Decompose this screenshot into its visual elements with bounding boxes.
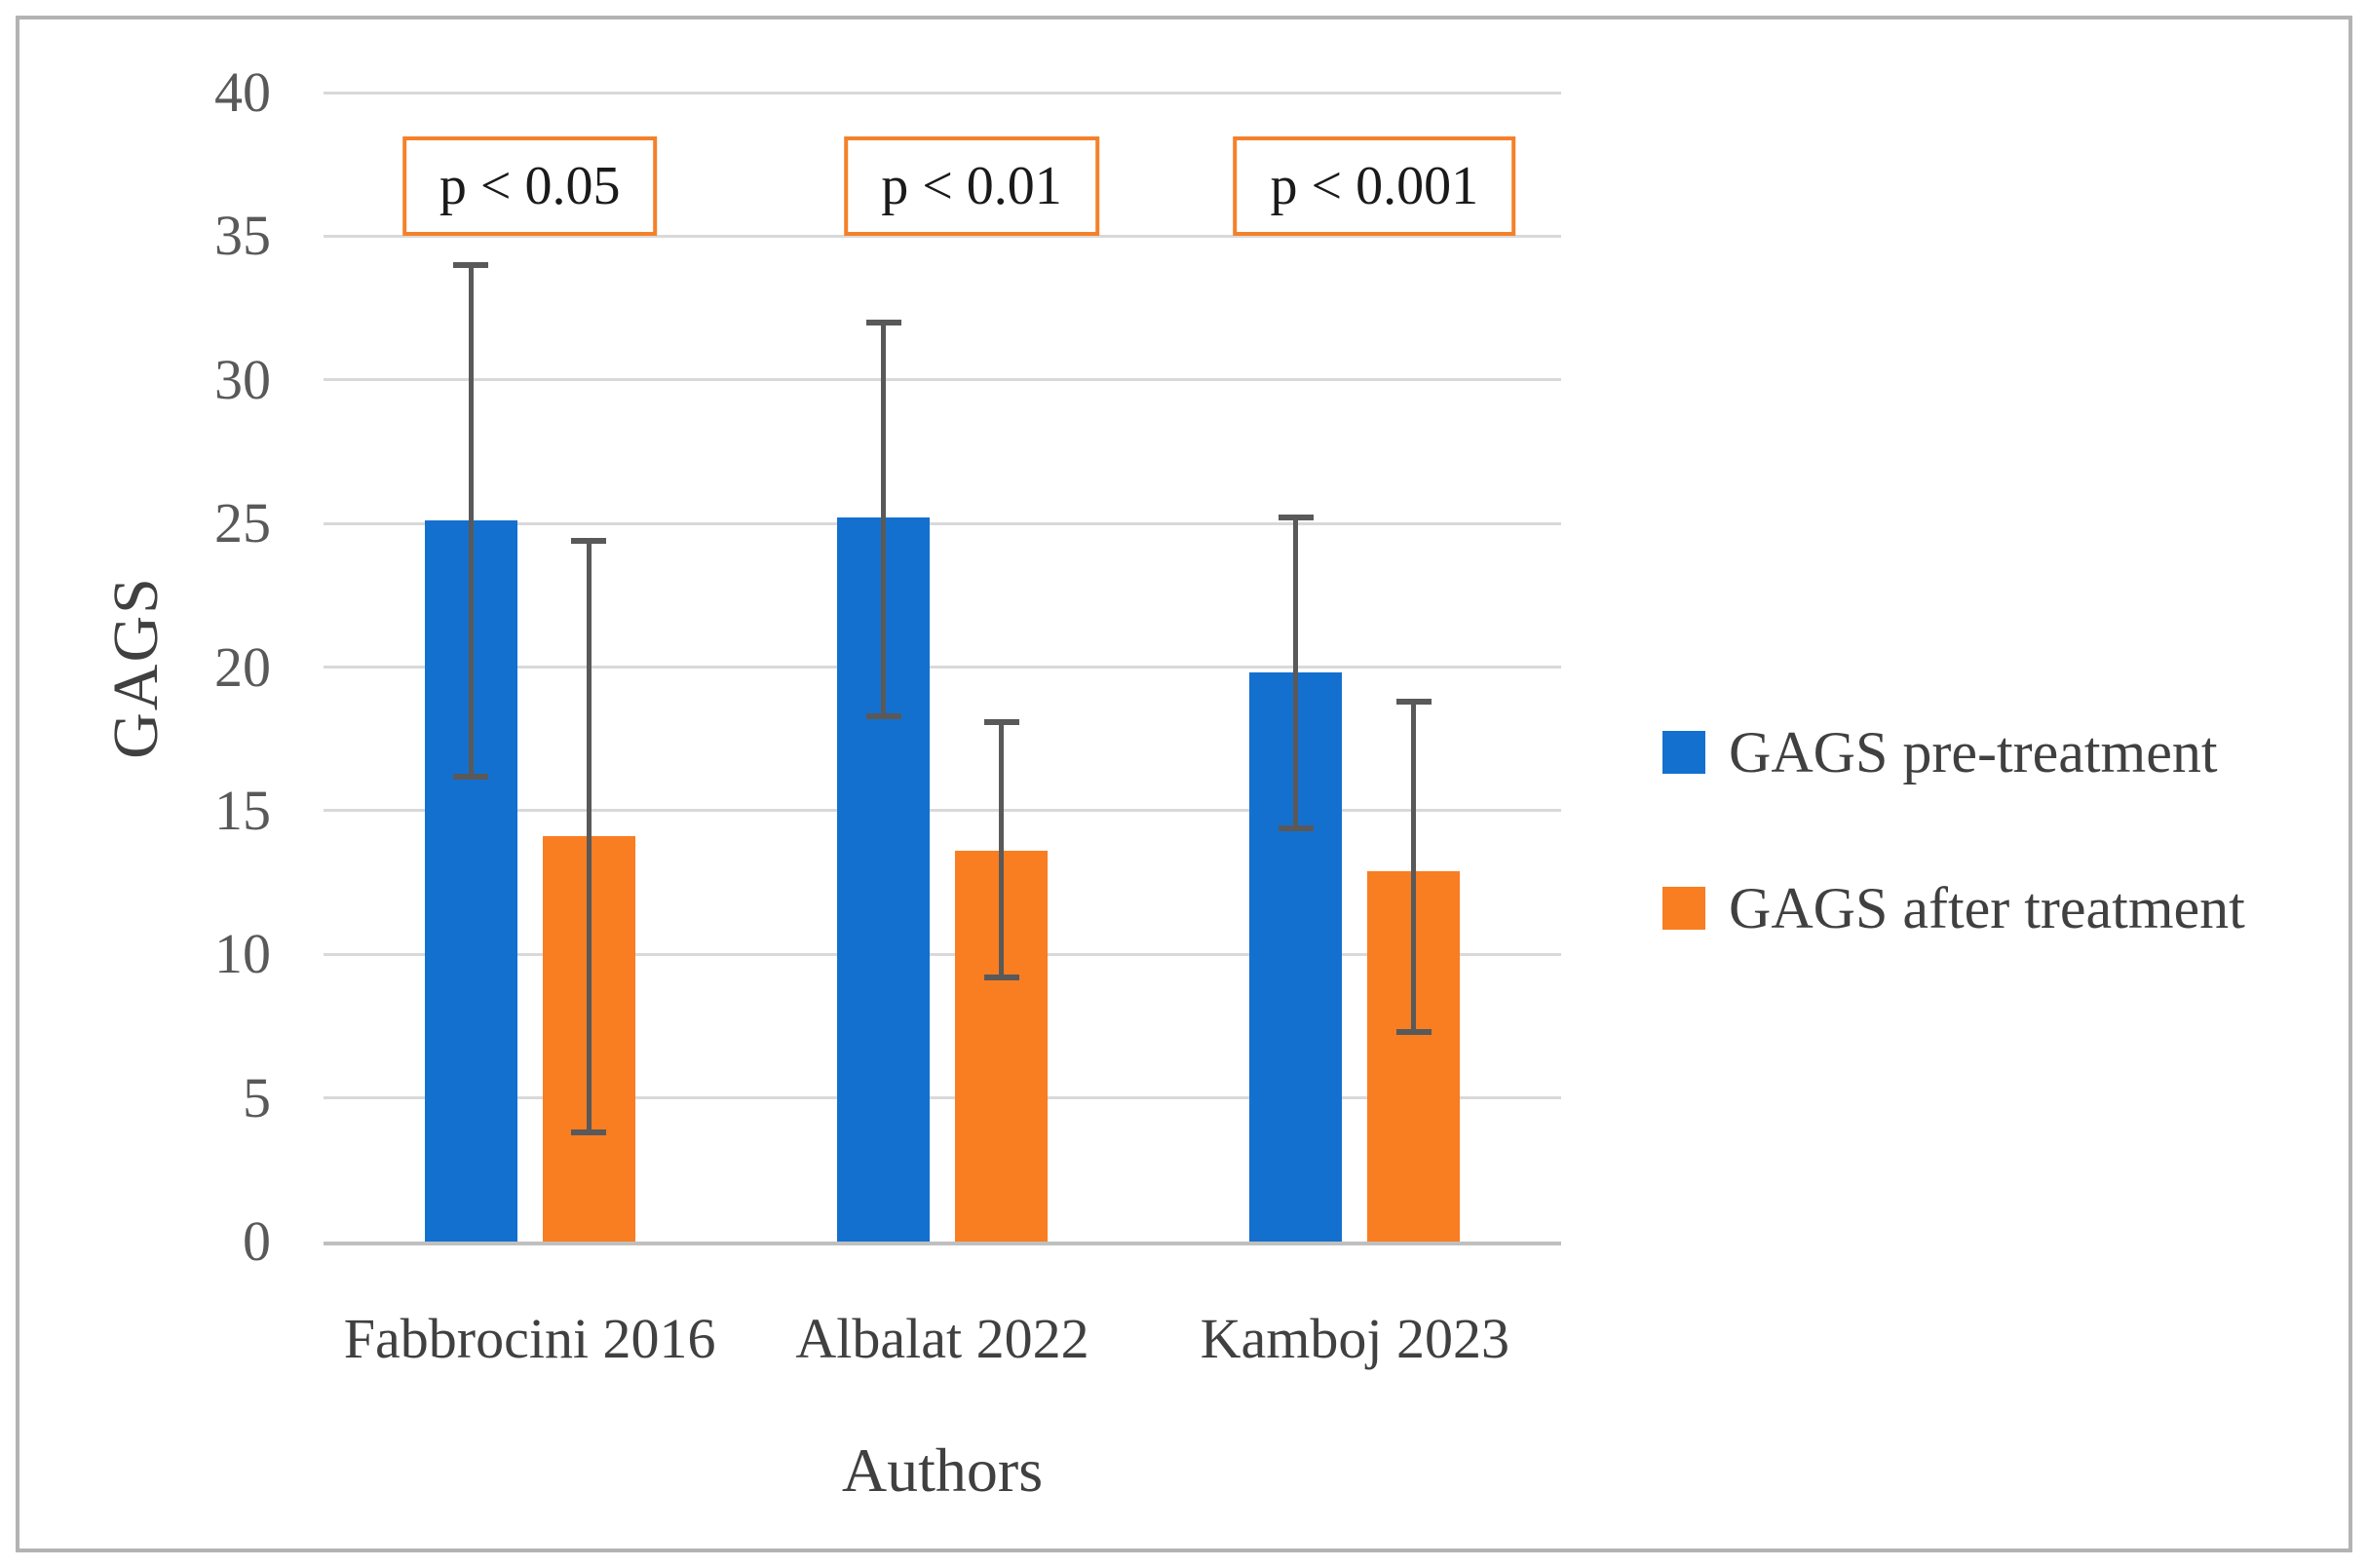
x-axis-line [324,1242,1561,1245]
p-value-box-2: p < 0.001 [1233,136,1516,236]
x-category-label-2: Kamboj 2023 [1200,1307,1509,1370]
error-cap-bottom [983,974,1019,980]
y-tick-label-25: 25 [214,491,271,555]
error-bar-after-2 [1411,701,1417,1032]
error-cap-top [865,319,901,325]
legend-label: GAGS after treatment [1729,875,2245,940]
gridline-10 [324,952,1561,956]
error-cap-top [571,537,607,544]
y-tick-label-40: 40 [214,60,271,124]
gridline-15 [324,809,1561,813]
y-tick-label-20: 20 [214,634,271,699]
error-cap-top [453,261,489,268]
p-value-box-1: p < 0.01 [844,136,1099,236]
legend-swatch-after-treatment [1662,887,1705,930]
x-category-label-1: Albalat 2022 [795,1307,1089,1370]
error-cap-bottom [453,773,489,780]
error-bar-pre-0 [468,264,474,777]
gridline-40 [324,91,1561,95]
y-tick-label-15: 15 [214,778,271,842]
y-tick-label-10: 10 [214,922,271,986]
y-axis-title: GAGS [100,576,172,759]
legend-item-after-treatment: GAGS after treatment [1662,876,2245,940]
error-cap-bottom [571,1128,607,1135]
error-cap-bottom [1395,1028,1432,1035]
error-bar-after-1 [999,721,1004,977]
error-bar-after-0 [586,540,592,1132]
legend-item-pre-treatment: GAGS pre-treatment [1662,720,2245,784]
legend: GAGS pre-treatment GAGS after treatment [1662,720,2245,1035]
y-tick-label-5: 5 [243,1065,271,1129]
y-tick-label-30: 30 [214,347,271,411]
error-cap-top [1395,698,1432,705]
x-category-label-0: Fabbrocini 2016 [343,1307,716,1370]
p-value-box-0: p < 0.05 [401,136,658,236]
legend-swatch-pre-treatment [1662,731,1705,774]
legend-label: GAGS pre-treatment [1729,719,2218,784]
gridline-5 [324,1096,1561,1100]
error-bar-pre-2 [1293,517,1299,828]
error-cap-top [1278,515,1314,521]
error-cap-bottom [1278,824,1314,831]
gridline-30 [324,378,1561,382]
error-bar-pre-1 [881,322,886,716]
x-axis-title: Authors [841,1435,1044,1505]
gridline-20 [324,666,1561,669]
y-tick-label-0: 0 [243,1209,271,1273]
y-tick-label-35: 35 [214,204,271,268]
error-cap-top [983,718,1019,725]
gridline-35 [324,234,1561,238]
error-cap-bottom [865,712,901,719]
gridline-25 [324,521,1561,525]
